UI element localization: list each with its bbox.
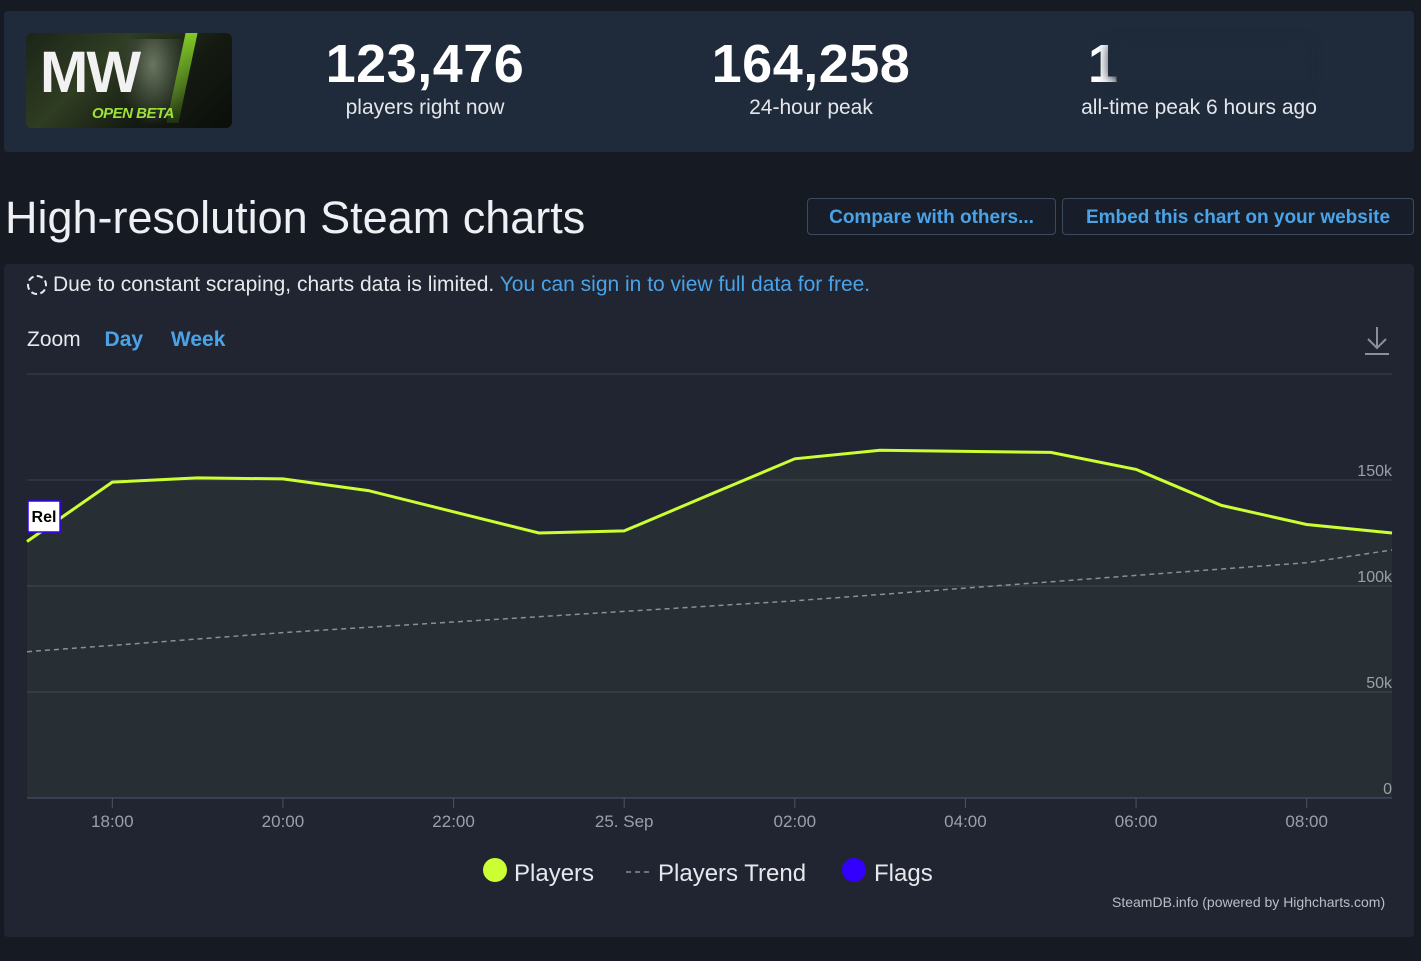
stat-value: 164,258 xyxy=(711,34,911,94)
stat-all-time-peak: 1 all-time peak 6 hours ago xyxy=(1040,33,1358,121)
x-tick-label: 04:00 xyxy=(944,812,987,831)
x-tick-label: 20:00 xyxy=(262,812,305,831)
y-tick-label: 150k xyxy=(1357,463,1393,480)
stat-label: 24-hour peak xyxy=(749,96,873,119)
notice-text: Due to constant scraping, charts data is… xyxy=(53,273,495,296)
stat-label: all-time peak 6 hours ago xyxy=(1081,96,1317,119)
compare-button[interactable]: Compare with others... xyxy=(807,198,1056,235)
x-tick-label: 02:00 xyxy=(774,812,817,831)
legend-flags-marker[interactable] xyxy=(842,858,866,882)
stat-current-players: 123,476 players right now xyxy=(290,33,560,121)
zoom-day-button[interactable]: Day xyxy=(104,328,144,351)
x-tick-label: 22:00 xyxy=(432,812,475,831)
blurred-value-mask xyxy=(1108,44,1308,80)
data-limit-notice: Due to constant scraping, charts data is… xyxy=(27,271,870,299)
stat-24h-peak: 164,258 24-hour peak xyxy=(676,33,946,121)
x-tick-label: 08:00 xyxy=(1285,812,1328,831)
stat-label: players right now xyxy=(345,96,505,119)
legend-players-marker[interactable] xyxy=(483,858,507,882)
flag-marker[interactable] xyxy=(27,500,61,533)
x-tick-label: 25. Sep xyxy=(595,812,654,831)
legend-flags-label[interactable]: Flags xyxy=(874,860,933,887)
dashed-circle-icon xyxy=(27,275,47,295)
players-area xyxy=(27,450,1392,798)
x-tick-label: 06:00 xyxy=(1115,812,1158,831)
stat-value: 123,476 xyxy=(325,34,525,94)
y-tick-label: 0 xyxy=(1383,781,1392,798)
y-tick-label: 50k xyxy=(1366,675,1393,692)
flag-label: Rel xyxy=(32,509,57,526)
y-tick-label: 100k xyxy=(1357,569,1393,586)
zoom-week-button[interactable]: Week xyxy=(170,328,226,351)
chart-credit: SteamDB.info (powered by Highcharts.com) xyxy=(1112,894,1386,910)
zoom-label: Zoom xyxy=(27,328,81,351)
logo-badge: OPEN BETA xyxy=(92,105,174,122)
legend-trend-label[interactable]: Players Trend xyxy=(658,860,806,887)
download-icon[interactable] xyxy=(1363,325,1391,357)
game-logo[interactable]: MW OPEN BETA xyxy=(26,33,232,128)
sign-in-link[interactable]: You can sign in to view full data for fr… xyxy=(499,273,871,296)
x-tick-label: 18:00 xyxy=(91,812,134,831)
zoom-controls: Zoom Day Week xyxy=(27,326,225,354)
logo-letters: MW xyxy=(40,40,141,105)
legend-players-label[interactable]: Players xyxy=(514,860,594,887)
chart-panel xyxy=(4,264,1414,937)
page-title: High-resolution Steam charts xyxy=(5,192,586,243)
embed-chart-button[interactable]: Embed this chart on your website xyxy=(1062,198,1414,235)
players-trend-line xyxy=(26,549,1393,653)
